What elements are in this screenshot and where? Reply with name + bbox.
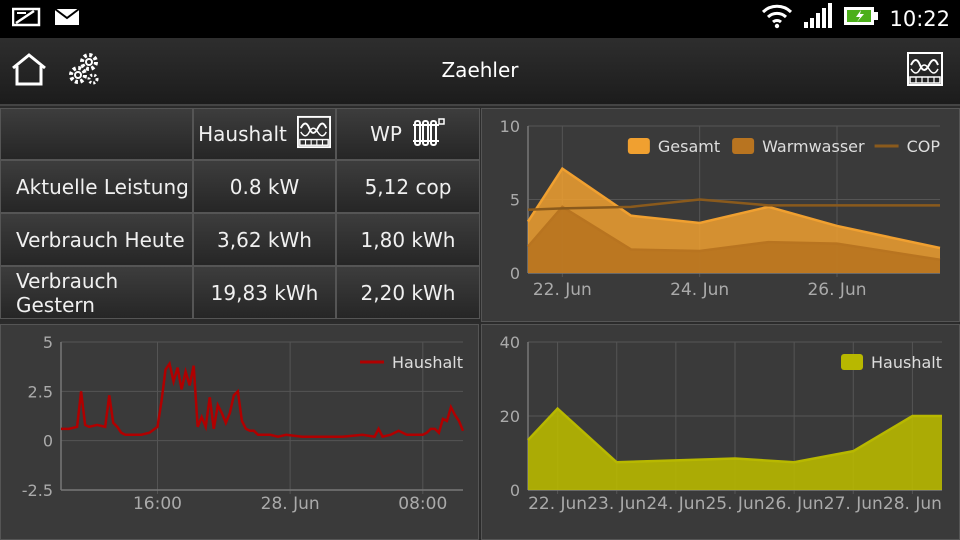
chart-haushalt-daily[interactable]: 0 20 40 22. Jun 23. Jun 24. Jun 25. Jun 26. Jun…: [482, 325, 959, 539]
series-area-haushalt: [528, 408, 942, 490]
settings-button[interactable]: [66, 52, 104, 90]
y-tick-label: 5: [43, 333, 53, 352]
legend-swatch-warmwasser: [732, 138, 755, 154]
value-haushalt-aktuelle-leistung: 0.8 kW: [193, 160, 336, 213]
meter-icon: [907, 51, 943, 92]
y-tick-label: 10: [500, 117, 520, 136]
x-tick-label: 25. Jun: [705, 494, 764, 514]
x-tick-label: 26. Jun: [765, 494, 824, 514]
x-tick-label: 22. Jun: [528, 494, 587, 514]
y-tick-label: -2.5: [22, 481, 53, 500]
x-tick-label: 23. Jun: [587, 494, 646, 514]
page-title: Zaehler: [441, 58, 519, 82]
series-line-cop: [527, 198, 940, 212]
legend-label-haushalt: Haushalt: [392, 353, 463, 372]
status-clock: 10:22: [889, 6, 950, 31]
battery-icon: [843, 5, 879, 32]
home-icon: [11, 52, 47, 91]
legend-swatch-gesamt: [627, 138, 650, 154]
table-corner-cell: [0, 108, 193, 160]
y-tick-label: 0: [510, 264, 520, 283]
y-tick-label: 40: [500, 333, 520, 352]
meter-icon: [296, 115, 331, 154]
x-tick-label: 08:00: [398, 494, 447, 514]
legend-label-haushalt: Haushalt: [871, 353, 942, 372]
chart-haushalt-live[interactable]: -2.5 0 2.5 5 16:00 28. Jun 08:00 Haushalt: [1, 325, 478, 539]
column-header-haushalt: Haushalt: [193, 108, 336, 160]
series-line-warmwasser: [527, 205, 941, 262]
notification-icon: [11, 6, 42, 33]
value-haushalt-verbrauch-gestern: 19,83 kWh: [193, 266, 336, 319]
meter-button[interactable]: [906, 51, 944, 92]
value-wp-verbrauch-heute: 1,80 kWh: [336, 213, 480, 266]
value-wp-verbrauch-gestern: 2,20 kWh: [336, 266, 480, 319]
legend-label-cop: COP: [907, 137, 941, 156]
value-wp-aktuelle-leistung: 5,12 cop: [336, 160, 480, 213]
wifi-icon: [761, 3, 793, 34]
settings-icon: [67, 51, 103, 92]
x-tick-label: 28. Jun: [883, 494, 942, 514]
x-tick-label: 16:00: [133, 494, 182, 514]
chart-panel-haushalt-daily: 0 20 40 22. Jun 23. Jun 24. Jun 25. Jun 26. Jun…: [481, 324, 960, 540]
chart-panel-wp: 0 5 10 22. Jun 24. Jun 26. Jun COP Warmwasser Ge…: [481, 108, 960, 322]
value-haushalt-verbrauch-heute: 3,62 kWh: [193, 213, 336, 266]
x-tick-label: 24. Jun: [670, 280, 729, 300]
series-line-gesamt: [526, 166, 941, 250]
series-line-haushalt: [527, 406, 942, 464]
radiator-icon: [412, 115, 446, 154]
home-button[interactable]: [10, 52, 48, 90]
column-header-wp: WP: [336, 108, 480, 160]
chart-panel-haushalt-live: -2.5 0 2.5 5 16:00 28. Jun 08:00 Haushalt: [0, 324, 479, 540]
row-label-verbrauch-heute: Verbrauch Heute: [0, 213, 193, 266]
y-tick-label: 2.5: [28, 382, 53, 401]
column-label-haushalt: Haushalt: [198, 122, 287, 146]
y-tick-label: 5: [510, 191, 520, 210]
row-label-aktuelle-leistung: Aktuelle Leistung: [0, 160, 193, 213]
mail-icon: [54, 6, 80, 33]
legend-label-warmwasser: Warmwasser: [762, 137, 865, 156]
column-label-wp: WP: [370, 122, 402, 146]
series-line-haushalt: [61, 360, 465, 439]
x-tick-label: 24. Jun: [646, 494, 705, 514]
x-tick-label: 22. Jun: [533, 280, 592, 300]
legend-label-gesamt: Gesamt: [658, 137, 720, 156]
y-tick-label: 20: [500, 407, 520, 426]
legend-swatch-haushalt: [841, 354, 864, 370]
x-tick-label: 26. Jun: [807, 280, 866, 300]
action-bar: Zaehler: [0, 38, 960, 106]
row-label-verbrauch-gestern: Verbrauch Gestern: [0, 266, 193, 319]
summary-table: Haushalt WP Aktuelle Leistung 0.8 kW 5,1…: [0, 108, 480, 322]
y-tick-label: 0: [510, 481, 520, 500]
x-tick-label: 28. Jun: [261, 494, 320, 514]
chart-wp-consumption[interactable]: 0 5 10 22. Jun 24. Jun 26. Jun COP Warmwasser Ge…: [482, 109, 959, 321]
series-area-warmwasser: [528, 206, 940, 273]
status-bar: 10:22: [0, 0, 960, 38]
x-tick-label: 27. Jun: [824, 494, 883, 514]
signal-icon: [803, 3, 833, 34]
y-tick-label: 0: [43, 432, 53, 451]
